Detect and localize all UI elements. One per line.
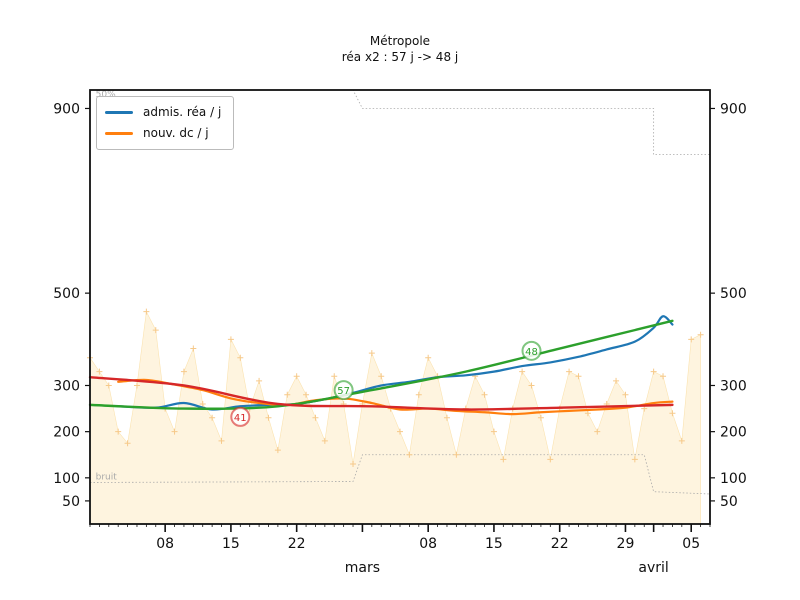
trend-line-1	[88, 375, 674, 411]
daily-point	[697, 331, 704, 338]
x-tick-label: 05	[682, 536, 700, 552]
daily-point	[425, 354, 432, 361]
x-tick-label: 15	[485, 536, 503, 552]
legend-item-deaths: nouv. dc / j	[105, 124, 209, 142]
x-tick-label: 15	[222, 536, 240, 552]
daily-point	[566, 368, 573, 375]
daily-point	[415, 391, 422, 398]
annotation-marker-2	[521, 340, 542, 361]
annotation-marker-0	[230, 406, 251, 427]
daily-point	[688, 336, 695, 343]
daily-point	[594, 428, 601, 435]
daily-point	[115, 428, 122, 435]
daily-point	[237, 354, 244, 361]
x-tick-label: 22	[551, 536, 569, 552]
noise-band	[89, 310, 701, 525]
daily-point	[105, 382, 112, 389]
legend-swatch-admissions	[105, 110, 133, 114]
daily-point	[481, 391, 488, 398]
daily-point	[190, 345, 197, 352]
x-tick-label: 29	[617, 536, 635, 552]
y-tick-label-right: 200	[720, 425, 747, 441]
daily-point	[218, 437, 225, 444]
annotation-marker-1	[333, 380, 354, 401]
daily-point	[274, 447, 281, 454]
chart-legend: admis. réa / j nouv. dc / j	[96, 96, 234, 150]
daily-point	[575, 373, 582, 380]
series-line-1	[117, 378, 674, 416]
x-tick-label: 08	[156, 536, 174, 552]
y-tick-label-left: 50	[62, 494, 80, 510]
y-tick-label-right: 100	[720, 471, 747, 487]
band-bottom-label: bruit	[96, 473, 118, 483]
daily-point	[378, 373, 385, 380]
daily-point	[331, 373, 338, 380]
chart-title: Métropole	[369, 34, 431, 48]
daily-point	[537, 414, 544, 421]
daily-point	[171, 428, 178, 435]
daily-point	[152, 327, 159, 334]
daily-point	[303, 391, 310, 398]
y-tick-label-right: 500	[720, 286, 747, 302]
daily-point	[490, 428, 497, 435]
daily-point	[209, 414, 216, 421]
daily-point	[133, 382, 140, 389]
chart-subtitle: réa x2 : 57 j -> 48 j	[341, 50, 459, 64]
legend-label-deaths: nouv. dc / j	[143, 126, 209, 140]
annotation-label-0: 41	[234, 413, 247, 424]
band-top-label: 50%	[96, 90, 116, 100]
daily-point	[199, 400, 206, 407]
y-tick-label-right: 50	[720, 494, 738, 510]
daily-point	[660, 373, 667, 380]
daily-point	[227, 336, 234, 343]
y-tick-label-left: 900	[53, 101, 80, 117]
month-label: mars	[345, 560, 380, 576]
daily-point	[265, 414, 272, 421]
legend-label-admissions: admis. réa / j	[143, 105, 222, 119]
threshold-50-line	[90, 89, 710, 156]
x-tick-label: 08	[419, 536, 437, 552]
daily-point	[284, 391, 291, 398]
daily-point	[397, 428, 403, 435]
daily-point	[678, 437, 685, 444]
daily-point	[519, 368, 526, 375]
daily-point	[622, 391, 629, 398]
legend-item-admissions: admis. réa / j	[105, 103, 221, 121]
daily-point	[500, 456, 507, 463]
daily-point	[293, 373, 300, 380]
daily-point	[143, 308, 150, 315]
x-tick-label: 22	[288, 536, 306, 552]
daily-point	[453, 451, 460, 458]
y-tick-label-left: 300	[53, 378, 80, 394]
y-tick-label-left: 100	[53, 471, 80, 487]
daily-point	[368, 350, 375, 357]
daily-point	[443, 414, 450, 421]
y-tick-label-right: 300	[720, 378, 747, 394]
daily-point	[180, 368, 187, 375]
y-tick-label-left: 200	[53, 425, 80, 441]
daily-point	[613, 377, 620, 384]
noise-floor-line	[89, 454, 711, 495]
daily-point	[96, 368, 103, 375]
daily-point	[631, 456, 638, 463]
daily-point	[350, 460, 357, 467]
annotation-label-1: 57	[337, 386, 350, 397]
trend-line-0	[88, 319, 674, 410]
daily-point	[124, 440, 131, 447]
annotation-label-2: 48	[525, 347, 538, 358]
daily-point	[669, 410, 676, 417]
y-tick-label-right: 900	[720, 101, 747, 117]
daily-point	[547, 456, 554, 463]
daily-point	[406, 451, 413, 458]
daily-point	[528, 382, 535, 389]
legend-swatch-deaths	[105, 131, 133, 135]
daily-point	[256, 377, 263, 384]
daily-point	[321, 437, 328, 444]
y-tick-label-left: 500	[53, 286, 80, 302]
daily-point	[312, 414, 319, 421]
daily-point	[584, 410, 591, 417]
month-label: avril	[638, 560, 668, 576]
daily-point	[650, 368, 657, 375]
